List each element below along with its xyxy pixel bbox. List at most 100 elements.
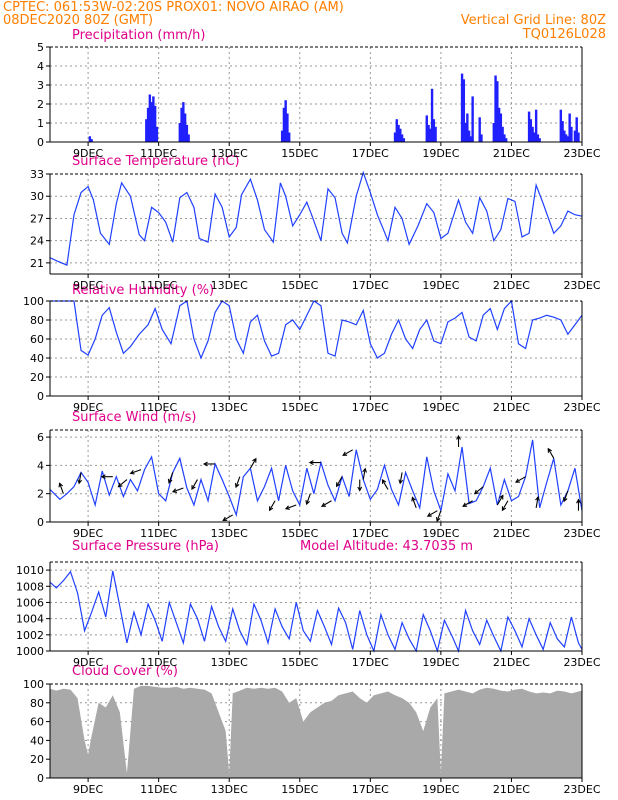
cloud-ytick-label: 60 xyxy=(30,716,44,729)
rh-ytick-label: 60 xyxy=(30,333,44,346)
header-model: TQ0126L028 xyxy=(522,27,606,42)
wind-arrow xyxy=(336,476,343,487)
pressure-xtick-label: 17DEC xyxy=(352,656,389,669)
altitude-annotation: Model Altitude: 43.7035 m xyxy=(300,539,474,554)
precip-bar xyxy=(397,124,400,142)
cloud-xtick-label: 21DEC xyxy=(493,783,530,796)
precip-xtick-label: 9DEC xyxy=(73,147,103,160)
cloud-ytick-label: 100 xyxy=(23,678,44,691)
wind-arrow-head xyxy=(129,470,135,475)
wind-arrow xyxy=(222,514,234,521)
precip-bar xyxy=(145,119,148,142)
cloud-ytick-label: 40 xyxy=(30,734,44,747)
wind-arrow-head xyxy=(499,494,504,500)
wind-arrow xyxy=(168,472,174,483)
precip-bar xyxy=(533,132,536,142)
wind-arrow-head xyxy=(501,506,507,512)
cloud-area xyxy=(50,685,582,778)
precip-bar xyxy=(180,107,183,142)
precip-xtick-label: 23DEC xyxy=(563,147,600,160)
wind-xtick-label: 19DEC xyxy=(422,527,459,540)
precip-bar xyxy=(573,130,577,142)
precip-title: Precipitation (mm/h) xyxy=(72,28,206,43)
precip-bar xyxy=(504,138,508,142)
wind-xtick-label: 17DEC xyxy=(352,527,389,540)
wind-arrow-head xyxy=(321,502,327,507)
precip-ytick-label: 2 xyxy=(37,98,44,111)
precip-bar xyxy=(464,123,467,142)
precip-xtick-label: 15DEC xyxy=(281,147,318,160)
precip-bar xyxy=(460,73,464,142)
cloud-ytick-label: 20 xyxy=(30,753,44,766)
cloud-xtick-label: 19DEC xyxy=(422,783,459,796)
wind-arrow-head xyxy=(269,506,274,512)
precip-bar xyxy=(429,128,432,142)
wind-arrow-head xyxy=(77,479,83,485)
wind-arrow xyxy=(59,483,64,494)
cloud-xtick-label: 9DEC xyxy=(73,783,103,796)
wind-arrow-head xyxy=(362,467,367,473)
precip-bar xyxy=(427,124,430,142)
precip-bar xyxy=(480,134,483,142)
rh-ytick-label: 100 xyxy=(23,295,44,308)
wind-arrow xyxy=(118,479,128,488)
wind-xtick-label: 23DEC xyxy=(563,527,600,540)
precip-bar xyxy=(155,126,159,142)
rh-line xyxy=(50,299,583,360)
wind-arrow xyxy=(427,510,438,517)
precip-bar xyxy=(280,130,284,142)
wind-arrow xyxy=(306,493,311,505)
wind-arrow-head xyxy=(171,488,178,493)
pressure-xtick-label: 13DEC xyxy=(211,656,248,669)
cloud-xtick-label: 13DEC xyxy=(211,783,248,796)
rh-xtick-label: 17DEC xyxy=(352,401,389,414)
header-date: 08DEC2020 80Z (GMT) xyxy=(3,13,154,28)
wind-arrow xyxy=(535,496,539,508)
pressure-ytick-label: 1010 xyxy=(16,564,44,577)
rh-xtick-label: 9DEC xyxy=(73,401,103,414)
precip-ytick-label: 1 xyxy=(37,117,44,130)
precip-ytick-label: 0 xyxy=(37,136,44,149)
wind-arrow-head xyxy=(456,434,461,440)
wind-arrow-head xyxy=(381,478,387,484)
rh-ytick-label: 80 xyxy=(30,314,44,327)
wind-arrow-head xyxy=(562,497,568,503)
temp-xtick-label: 11DEC xyxy=(140,279,177,292)
pressure-ytick-label: 1002 xyxy=(16,629,44,642)
precip-ytick-label: 3 xyxy=(37,79,44,92)
wind-xtick-label: 15DEC xyxy=(281,527,318,540)
wind-arrow-head xyxy=(191,485,196,491)
temp-title: Surface Temperature (nC) xyxy=(72,154,240,169)
wind-arrow xyxy=(381,479,389,490)
wind-arrow-head xyxy=(426,512,432,517)
wind-xtick-label: 21DEC xyxy=(493,527,530,540)
rh-xtick-label: 11DEC xyxy=(140,401,177,414)
temp-xtick-label: 17DEC xyxy=(352,279,389,292)
rh-title: Relative Humidity (%) xyxy=(72,283,215,298)
wind-arrow xyxy=(362,468,366,480)
precip-xtick-label: 11DEC xyxy=(140,147,177,160)
precip-bar xyxy=(570,126,573,142)
cloud-title: Cloud Cover (%) xyxy=(72,664,178,679)
wind-arrow-head xyxy=(398,479,404,485)
precip-bar xyxy=(566,136,570,142)
pressure-ytick-label: 1008 xyxy=(16,580,44,593)
pressure-title: Surface Pressure (hPa) xyxy=(72,539,219,554)
wind-ytick-label: 4 xyxy=(37,459,44,472)
wind-arrow xyxy=(191,479,198,490)
wind-arrow xyxy=(285,504,297,510)
cloud-ytick-label: 80 xyxy=(30,697,44,710)
wind-arrow-head xyxy=(411,496,416,502)
precip-bar xyxy=(466,113,469,142)
cloud-xtick-label: 11DEC xyxy=(140,783,177,796)
wind-arrow xyxy=(436,510,442,522)
precip-bar xyxy=(425,115,428,142)
wind-arrow xyxy=(172,487,184,493)
precip-xtick-label: 19DEC xyxy=(422,147,459,160)
temp-xtick-label: 9DEC xyxy=(73,279,103,292)
precip-xtick-label: 21DEC xyxy=(493,147,530,160)
wind-xtick-label: 13DEC xyxy=(211,527,248,540)
pressure-xtick-label: 9DEC xyxy=(73,656,103,669)
wind-ytick-label: 6 xyxy=(37,431,44,444)
wind-arrow-head xyxy=(308,460,314,465)
